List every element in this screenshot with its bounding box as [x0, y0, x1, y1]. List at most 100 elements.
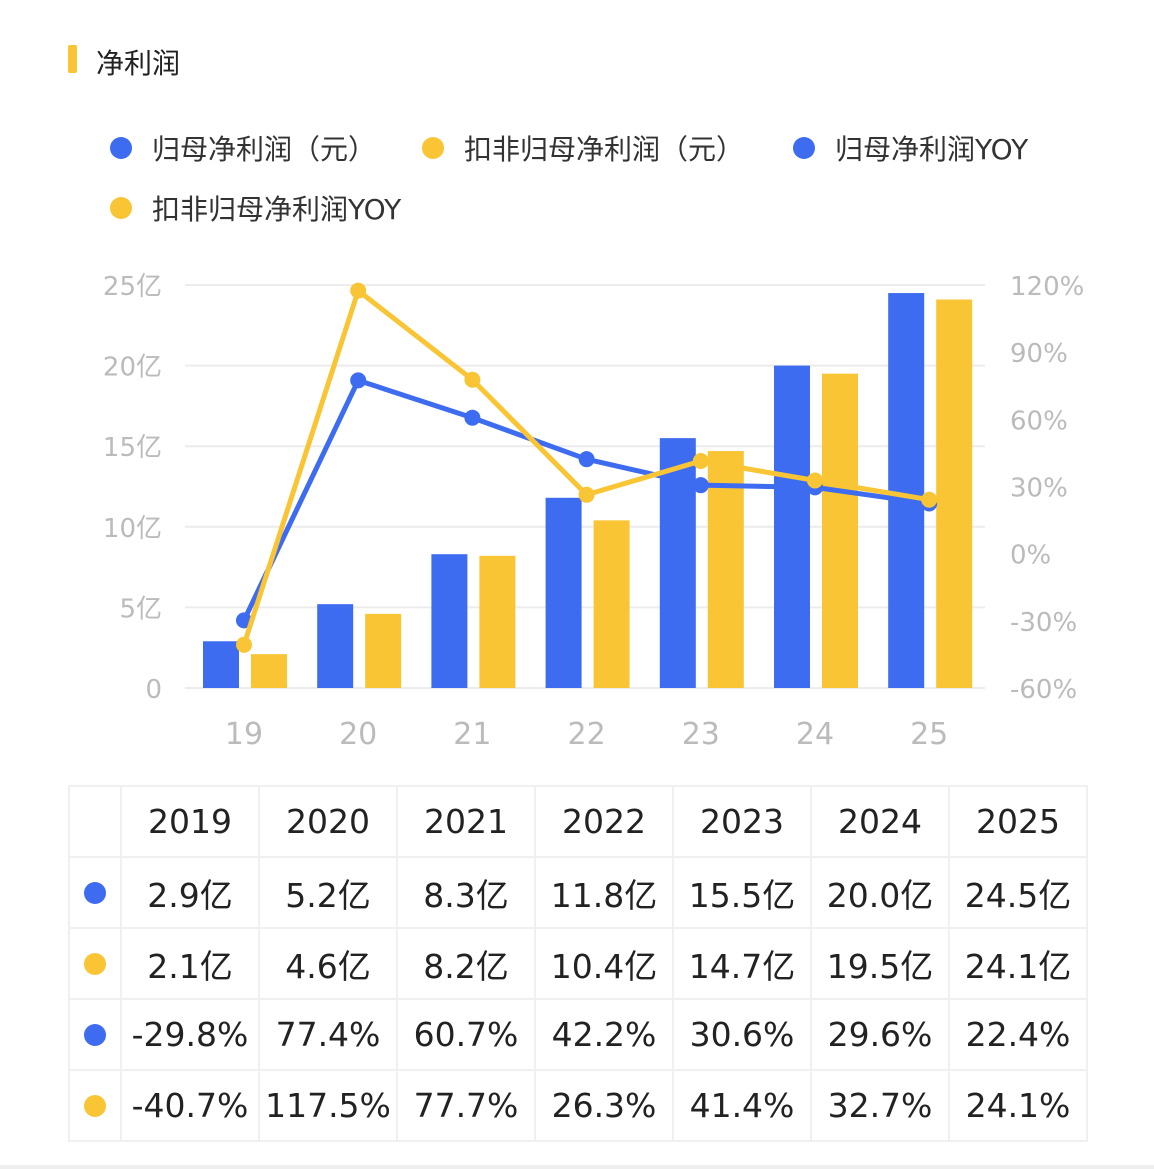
point-deducted-net-profit-yoy [578, 486, 595, 503]
bar-deducted-net-profit [593, 520, 630, 688]
right-axis-tick-label: 120% [1010, 272, 1084, 302]
table-corner-cell [68, 785, 122, 858]
bar-net-profit [431, 554, 468, 688]
legend-label: 归母净利润YOY [835, 133, 1029, 166]
table-cell: 30.6% [672, 998, 812, 1071]
point-deducted-net-profit-yoy [921, 491, 938, 508]
x-axis-tick-label: 20 [339, 717, 377, 752]
table-cell: 8.3亿 [396, 856, 536, 929]
table-cell: 24.1亿 [948, 927, 1088, 1000]
table-header-cell: 2025 [948, 785, 1088, 858]
table-cell: 29.6% [810, 998, 950, 1071]
right-axis-tick-label: 0% [1010, 541, 1051, 571]
legend-label: 扣非归母净利润（元） [464, 133, 745, 166]
legend-dot-icon [110, 197, 132, 219]
left-axis-tick-label: 20亿 [103, 353, 162, 383]
legend-label: 扣非归母净利润YOY [152, 193, 402, 226]
table-header-cell: 2021 [396, 785, 536, 858]
left-axis-tick-label: 5亿 [119, 594, 162, 624]
table-cell: 32.7% [810, 1069, 950, 1142]
left-axis-tick-label: 15亿 [103, 433, 162, 463]
table-cell: 22.4% [948, 998, 1088, 1071]
bar-net-profit [203, 641, 239, 688]
table-cell: 77.4% [258, 998, 398, 1071]
page-title: 净利润 [96, 47, 181, 80]
row-marker-cell [68, 998, 122, 1071]
x-axis-tick-label: 25 [910, 717, 948, 752]
legend-item-deducted-net-profit-yoy[interactable]: 扣非归母净利润YOY [110, 188, 401, 228]
row-dot-icon [84, 953, 106, 975]
legend-dot-icon [110, 137, 132, 159]
bar-deducted-net-profit [365, 613, 402, 688]
table-header-cell: 2024 [810, 785, 950, 858]
row-dot-icon [84, 882, 106, 904]
x-axis-tick-label: 23 [682, 717, 720, 752]
table-cell: 14.7亿 [672, 927, 812, 1000]
legend-dot-icon [422, 137, 444, 159]
bar-deducted-net-profit [251, 654, 287, 688]
legend-label: 归母净利润（元） [152, 133, 377, 166]
right-axis-tick-label: 90% [1010, 339, 1068, 369]
legend-item-net-profit[interactable]: 归母净利润（元） [110, 128, 376, 168]
point-net-profit-yoy [464, 409, 481, 426]
bar-deducted-net-profit [936, 299, 973, 688]
table-cell: 11.8亿 [534, 856, 674, 929]
table-cell: 77.7% [396, 1069, 536, 1142]
table-cell: 26.3% [534, 1069, 674, 1142]
row-marker-cell [68, 927, 122, 1000]
table-row: -40.7% 117.5% 77.7% 26.3% 41.4% 32.7% 24.1% [68, 1069, 1088, 1142]
table-cell: 10.4亿 [534, 927, 674, 1000]
table-row: 2.9亿 5.2亿 8.3亿 11.8亿 15.5亿 20.0亿 24.5亿 [68, 856, 1088, 929]
point-deducted-net-profit-yoy [807, 472, 823, 489]
right-axis-tick-label: -60% [1010, 675, 1077, 705]
legend-item-net-profit-yoy[interactable]: 归母净利润YOY [793, 128, 1028, 168]
table-cell: 5.2亿 [258, 856, 398, 929]
table-row: 2.1亿 4.6亿 8.2亿 10.4亿 14.7亿 19.5亿 24.1亿 [68, 927, 1088, 1000]
table-cell: 19.5亿 [810, 927, 950, 1000]
table-header-cell: 2022 [534, 785, 674, 858]
table-cell: 24.5亿 [948, 856, 1088, 929]
row-marker-cell [68, 1069, 122, 1142]
row-dot-icon [84, 1024, 106, 1046]
right-axis-tick-label: -30% [1010, 608, 1077, 638]
point-deducted-net-profit-yoy [464, 371, 481, 388]
data-table: 2019 2020 2021 2022 2023 2024 2025 2.9亿 5… [68, 785, 1088, 1142]
table-header-cell: 2020 [258, 785, 398, 858]
x-axis-tick-label: 24 [796, 717, 834, 752]
table-cell: 2.9亿 [120, 856, 260, 929]
bar-deducted-net-profit [479, 555, 516, 688]
point-deducted-net-profit-yoy [236, 636, 252, 653]
table-header-cell: 2019 [120, 785, 260, 858]
left-axis-tick-label: 10亿 [103, 514, 162, 544]
table-cell: 4.6亿 [258, 927, 398, 1000]
title-accent-bar [68, 45, 77, 73]
table-cell: 60.7% [396, 998, 536, 1071]
x-axis-tick-label: 19 [225, 717, 263, 752]
left-axis-tick-label: 25亿 [103, 272, 162, 302]
table-cell: 8.2亿 [396, 927, 536, 1000]
point-net-profit-yoy [692, 477, 709, 494]
table-cell: 117.5% [258, 1069, 398, 1142]
table-cell: 24.1% [948, 1069, 1088, 1142]
table-cell: 15.5亿 [672, 856, 812, 929]
bar-net-profit [545, 497, 582, 688]
legend-dot-icon [793, 137, 815, 159]
legend-item-deducted-net-profit[interactable]: 扣非归母净利润（元） [422, 128, 744, 168]
right-axis-tick-label: 30% [1010, 474, 1068, 504]
bar-deducted-net-profit [822, 373, 858, 688]
point-net-profit-yoy [350, 372, 367, 389]
table-header-row: 2019 2020 2021 2022 2023 2024 2025 [68, 785, 1088, 858]
table-cell: -29.8% [120, 998, 260, 1071]
bar-deducted-net-profit [707, 451, 744, 688]
x-axis-tick-label: 22 [568, 717, 606, 752]
x-axis-tick-label: 21 [453, 717, 491, 752]
right-axis-tick-label: 60% [1010, 406, 1068, 436]
point-deducted-net-profit-yoy [350, 282, 367, 299]
bar-net-profit [888, 293, 925, 688]
point-net-profit-yoy [578, 451, 595, 468]
table-cell: 42.2% [534, 998, 674, 1071]
divider [0, 1165, 1154, 1169]
table-header-cell: 2023 [672, 785, 812, 858]
row-marker-cell [68, 856, 122, 929]
